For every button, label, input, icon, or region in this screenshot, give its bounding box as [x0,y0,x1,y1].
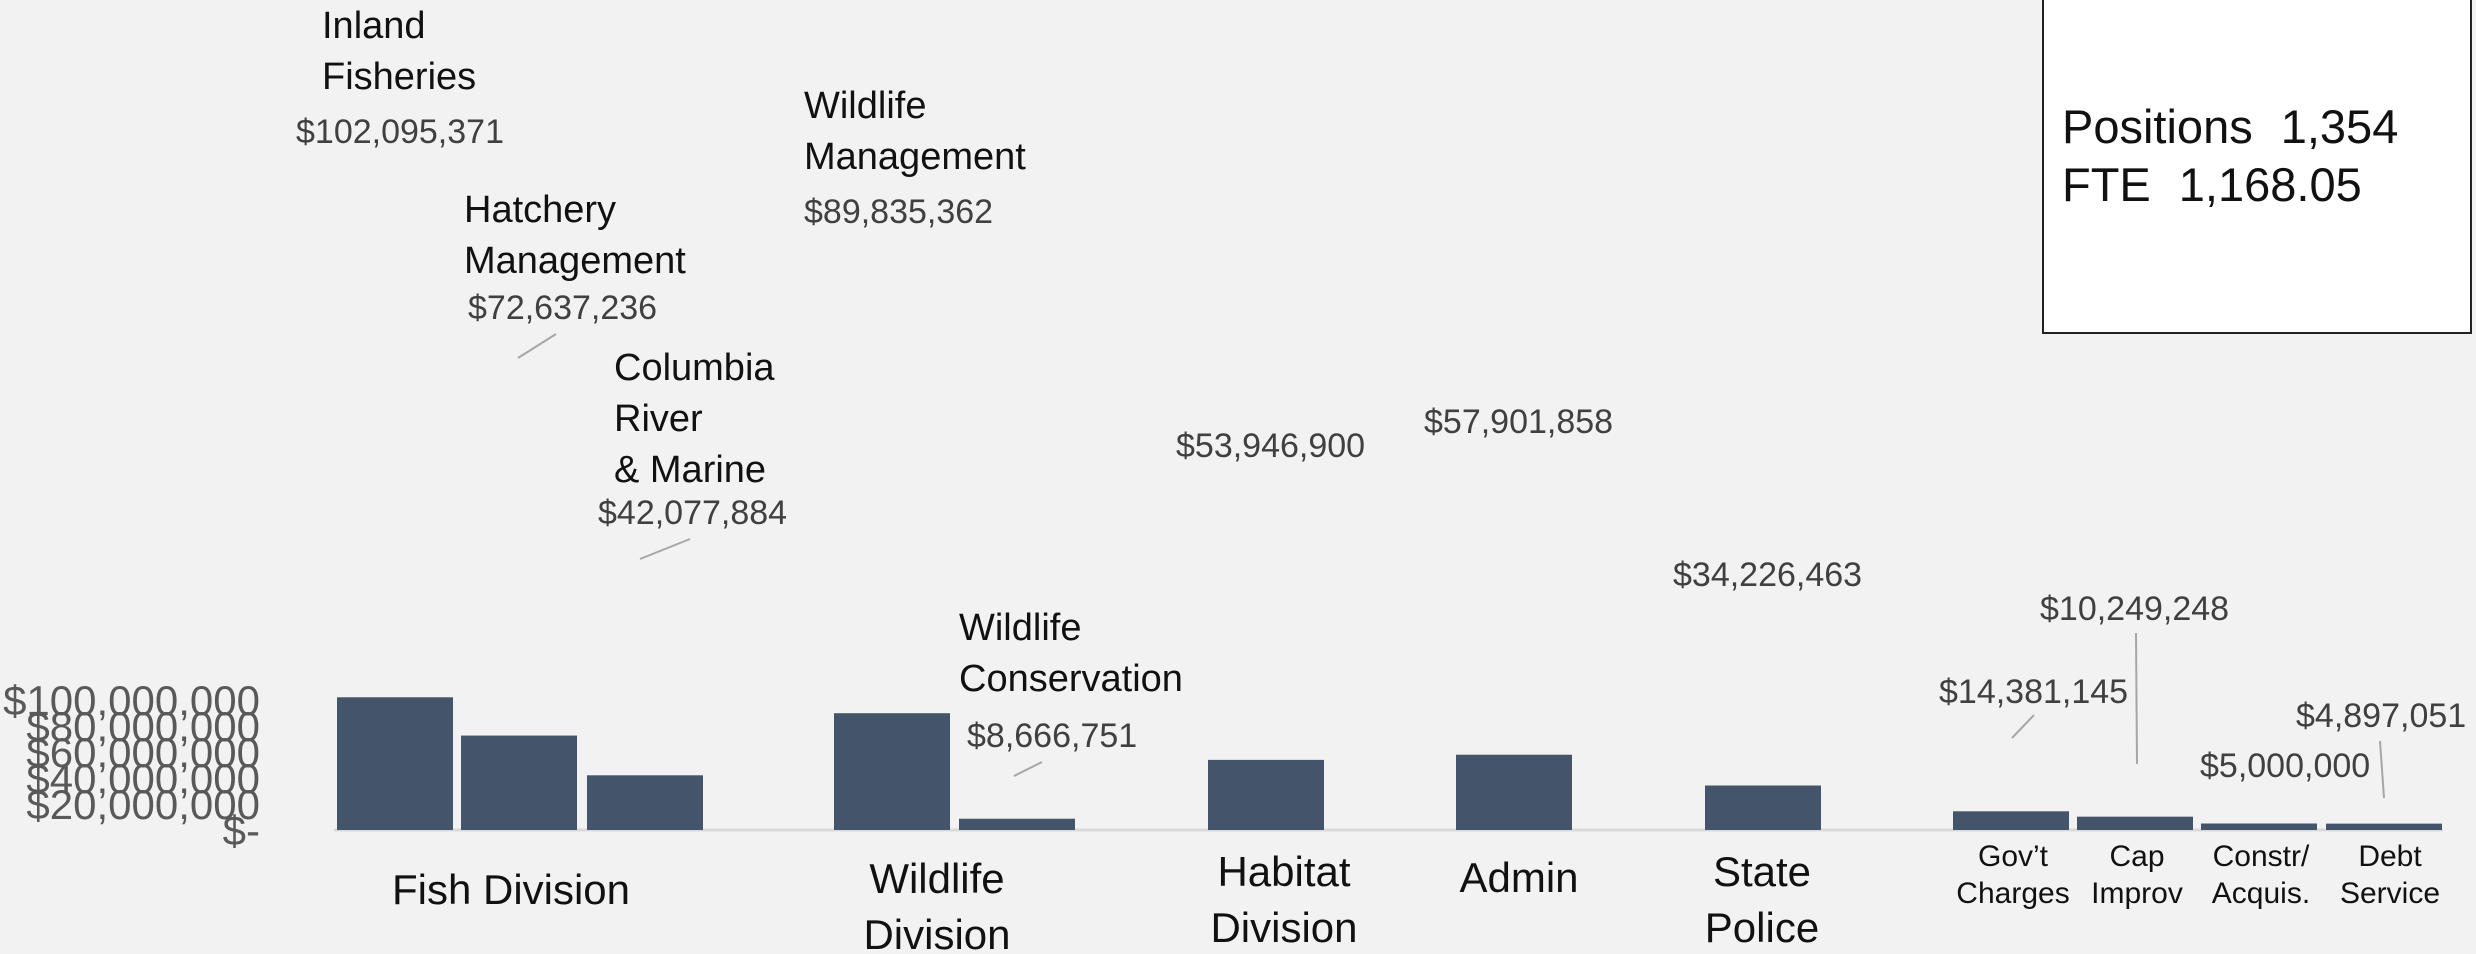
bar-item-12 [2326,823,2442,830]
leader-line [1013,761,1043,777]
group-labels: Fish Division Wildlife Division Habitat Divi… [392,840,2440,954]
leader-line [2135,632,2138,765]
group-label-gov-t-charges: Gov’t Charges [1956,840,2069,910]
group-label-wildlife-division: Wildlife Division [863,855,1010,954]
bar-value-label: $5,000,000 [2200,747,2370,785]
staffing-info-box: Positions 1,354 FTE 1,168.05 [2042,0,2472,334]
positions-row: Positions 1,354 [2062,98,2470,156]
bar-value-label: $10,249,248 [2040,590,2229,628]
bar-names: Inland Fisheries Hatchery Management Columbi… [322,5,1183,700]
group-label-debt-service: Debt Service [2340,840,2440,910]
leader-line [639,538,691,560]
bar-name-label: Columbia River & Marine [614,347,775,491]
fte-value: 1,168.05 [2178,158,2362,211]
bar-wildlife-conservation [959,818,1075,830]
leader-line [2011,714,2035,739]
bar-value-label: $4,897,051 [2296,697,2466,735]
bar-value-label: $89,835,362 [804,193,993,231]
bar-name-label: Hatchery Management [464,189,686,282]
bar-item-10 [2077,816,2193,830]
positions-value: 1,354 [2280,100,2399,153]
bar-wildlife-management [834,713,950,830]
bar-inland-fisheries [337,697,453,830]
bar-hatchery-management [461,735,577,830]
fte-label: FTE [2062,158,2151,211]
leader-line [2379,740,2385,799]
group-label-habitat-division: Habitat Division [1210,848,1357,951]
bar-value-label: $14,381,145 [1939,673,2128,711]
group-label-admin: Admin [1459,854,1578,901]
positions-label: Positions [2062,100,2253,153]
leader-line [517,333,557,359]
bar-name-label: Wildlife Management [804,85,1026,178]
y-tick-label: $20,000,000 [26,781,260,828]
group-label-fish-division: Fish Division [392,866,630,913]
y-axis: $-$20,000,000$40,000,000$60,000,000$80,0… [3,677,260,854]
y-tick-label: $- [223,807,260,854]
bar-value-label: $57,901,858 [1424,403,1613,441]
y-tick-label: $100,000,000 [3,677,260,724]
bars [337,697,2442,830]
bar-value-label: $34,226,463 [1673,556,1862,594]
bar-item-7 [1456,754,1572,830]
y-tick-label: $40,000,000 [26,755,260,802]
bar-value-label: $72,637,236 [468,289,657,327]
y-tick-label: $60,000,000 [26,729,260,776]
bar-name-label: Wildlife Conservation [959,607,1183,700]
group-label-constr-acquis: Constr/Acquis. [2212,840,2310,910]
bar-value-label: $8,666,751 [967,717,1137,755]
bar-item-8 [1705,785,1821,830]
bar-columbia-river-marine [587,775,703,830]
bar-value-label: $42,077,884 [598,494,787,532]
bar-item-6 [1208,759,1324,830]
bar-value-label: $102,095,371 [296,113,504,151]
value-labels: $102,095,371 $72,637,236 $42,077,884 $89,83… [296,113,2466,785]
group-label-state-police: State Police [1705,848,1819,951]
bar-item-9 [1953,811,2069,830]
bar-value-label: $53,946,900 [1176,427,1365,465]
fte-row: FTE 1,168.05 [2062,156,2470,214]
group-label-cap-improv: Cap Improv [2091,840,2183,910]
bar-item-11 [2201,823,2317,830]
leader-lines [517,333,2385,799]
y-tick-label: $80,000,000 [26,703,260,750]
bar-name-label: Inland Fisheries [322,5,476,98]
